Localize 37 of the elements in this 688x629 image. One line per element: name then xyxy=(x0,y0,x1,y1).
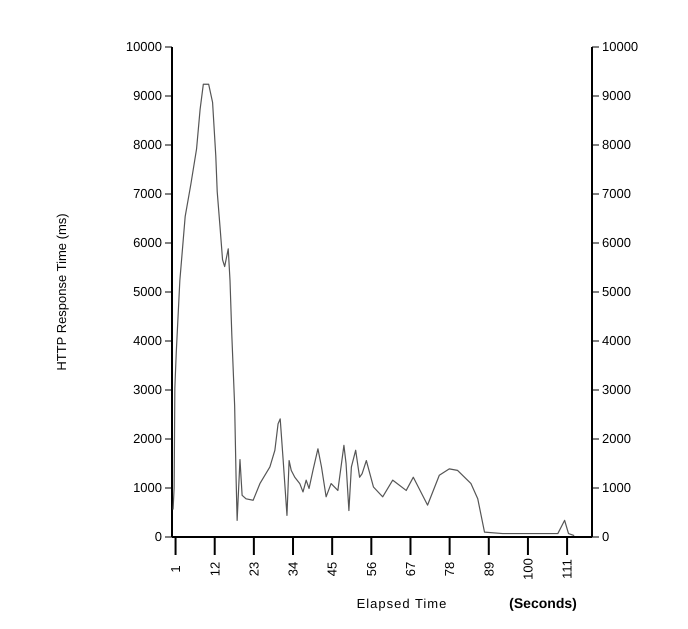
text: (Seconds) xyxy=(509,595,577,611)
x-tick-label: 23 xyxy=(246,562,262,576)
y-tick-label: 2000 xyxy=(133,431,162,446)
y2-tick-label: 5000 xyxy=(602,284,631,300)
x-tick-label: 45 xyxy=(324,562,340,576)
y-tick-label: 1000 xyxy=(133,480,162,496)
y2-tick-label: 7000 xyxy=(602,186,631,202)
x-tick-label: 34 xyxy=(286,562,301,576)
x-tick-label: 1 xyxy=(168,565,184,573)
y2-tick-label: 10000 xyxy=(602,39,638,54)
x-tick-label: 89 xyxy=(481,562,496,576)
x-tick-label: 100 xyxy=(520,558,536,580)
y-tick-label: 6000 xyxy=(133,235,162,250)
y-tick-label: 5000 xyxy=(133,284,162,300)
y2-tick-label: 2000 xyxy=(602,431,631,446)
y2-tick-label: 1000 xyxy=(602,480,631,496)
y2-tick-label: 9000 xyxy=(602,88,631,104)
y-tick-label: 0 xyxy=(154,529,162,544)
x-tick-label: 12 xyxy=(207,562,222,576)
x-tick-label: 78 xyxy=(442,562,458,576)
y2-tick-label: 6000 xyxy=(602,235,631,250)
y-tick-label: 10000 xyxy=(126,39,162,54)
y-tick-label: 3000 xyxy=(133,382,162,398)
y2-tick-label: 8000 xyxy=(602,137,631,152)
y-tick-label: 7000 xyxy=(133,186,162,202)
y2-tick-label: 0 xyxy=(602,529,610,544)
y-tick-label: 4000 xyxy=(133,333,162,348)
y-tick-label: 8000 xyxy=(133,137,162,152)
line-series xyxy=(172,84,575,536)
x-axis-title: Elapsed Time xyxy=(356,596,448,611)
y-axis-title: HTTP Response Time (ms) xyxy=(54,213,69,371)
y2-tick-label: 4000 xyxy=(602,333,631,348)
y-tick-label: 9000 xyxy=(133,88,162,104)
x-tick-label: 56 xyxy=(364,562,379,576)
y2-tick-label: 3000 xyxy=(602,382,631,398)
x-tick-label: 111 xyxy=(560,559,575,579)
x-tick-label: 67 xyxy=(403,562,418,576)
